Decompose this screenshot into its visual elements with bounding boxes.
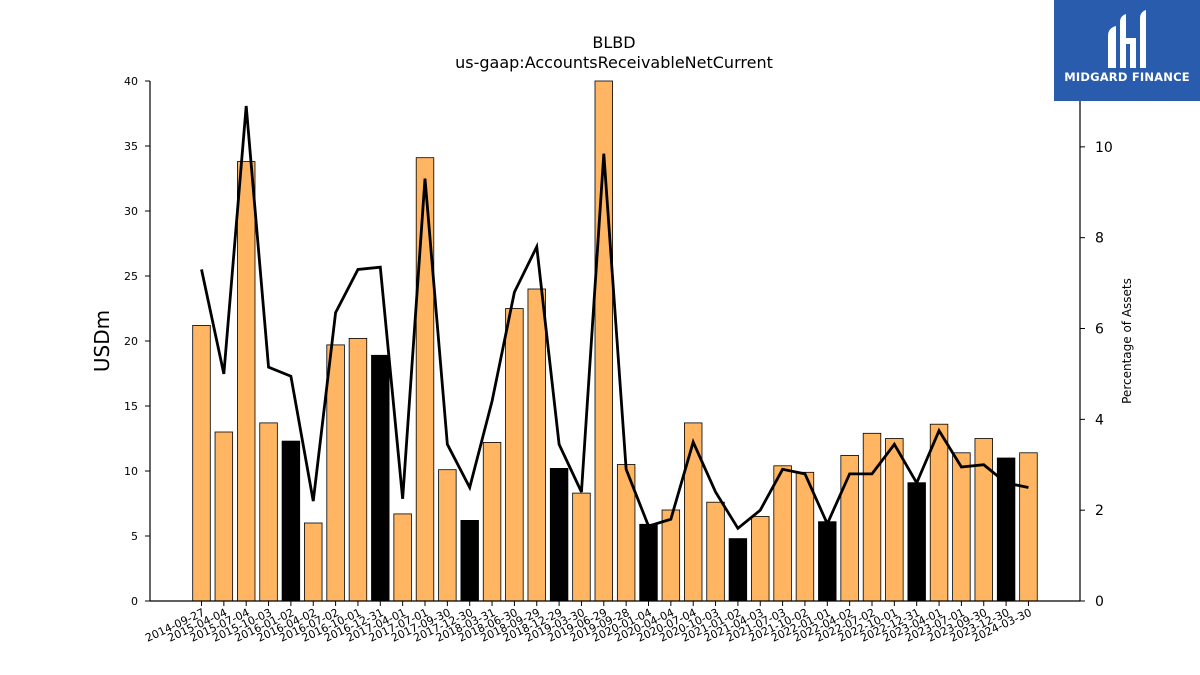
bar — [326, 344, 345, 602]
bar — [393, 513, 412, 602]
bar — [236, 161, 256, 602]
bar — [885, 438, 904, 602]
bar — [214, 431, 234, 602]
bar — [438, 469, 457, 602]
bar — [482, 441, 502, 602]
y-tick-label: 35 — [124, 140, 138, 153]
bar — [862, 432, 882, 602]
line-series-path — [200, 105, 1029, 531]
bar — [549, 467, 569, 602]
bar — [684, 422, 703, 602]
bar — [348, 337, 368, 602]
y-axis-label: USDm — [90, 310, 114, 372]
y2-tick-label: 10 — [1095, 140, 1113, 156]
bar — [907, 482, 926, 602]
bar — [952, 452, 971, 602]
chart-subtitle: us-gaap:AccountsReceivableNetCurrent — [455, 53, 773, 72]
bar — [818, 521, 837, 602]
bar — [572, 492, 591, 602]
bar-series — [192, 80, 1038, 602]
bar — [1019, 452, 1038, 602]
y2-tick-label: 2 — [1095, 503, 1104, 519]
bar — [281, 440, 301, 602]
y2-tick-label: 4 — [1095, 412, 1104, 428]
chart-title: BLBD — [592, 33, 635, 52]
y-tick-label: 30 — [124, 205, 138, 218]
bar — [929, 423, 949, 602]
bar — [639, 523, 658, 602]
bar — [259, 422, 278, 602]
y-tick-label: 15 — [124, 400, 138, 413]
y-tick-label: 25 — [124, 270, 138, 283]
bar — [773, 465, 792, 602]
bar — [706, 501, 725, 602]
y-tick-label: 5 — [131, 530, 138, 543]
y-tick-label: 20 — [124, 335, 138, 348]
brand-logo: MIDGARD FINANCE — [1054, 0, 1200, 101]
y-tick-label: 0 — [131, 595, 138, 608]
logo-mark-icon — [1108, 10, 1146, 68]
bar — [415, 157, 435, 602]
y2-tick-label: 6 — [1095, 322, 1104, 338]
bar — [974, 438, 993, 602]
bar — [460, 520, 479, 602]
y2-tick-label: 8 — [1095, 231, 1104, 247]
y2-tick-label: 0 — [1095, 594, 1104, 610]
bar — [192, 324, 211, 602]
bar — [527, 288, 546, 602]
y-tick-label: 40 — [124, 75, 138, 88]
line-series — [200, 105, 1029, 531]
bar — [371, 354, 390, 602]
bar — [304, 522, 323, 602]
bar — [661, 509, 681, 602]
bar — [728, 538, 748, 602]
bar — [751, 516, 770, 602]
logo-text: MIDGARD FINANCE — [1064, 70, 1190, 84]
bar — [795, 471, 815, 602]
y-tick-label: 10 — [124, 465, 138, 478]
bar — [505, 308, 524, 602]
y2-axis-label: Percentage of Assets — [1120, 278, 1134, 404]
